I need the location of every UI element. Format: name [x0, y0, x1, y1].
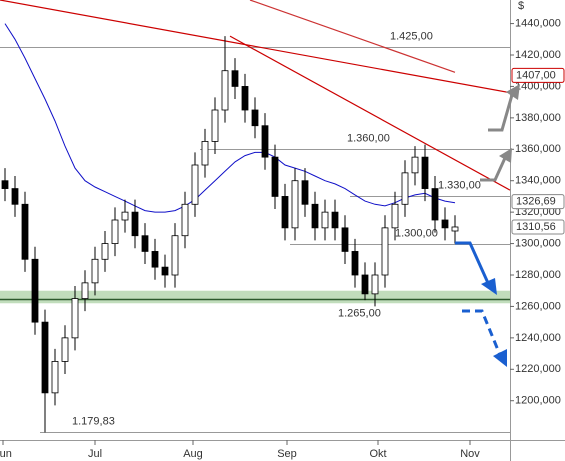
- candle-body: [91, 258, 99, 284]
- candle-body: [151, 251, 159, 268]
- candle-body: [331, 211, 339, 229]
- price-tag: [511, 67, 565, 83]
- level-label: 1.300,00: [395, 227, 438, 239]
- x-tick-label: Aug: [183, 448, 203, 460]
- candle-body: [221, 70, 229, 111]
- candle-body: [271, 156, 279, 197]
- y-tick-label: 1260,000: [515, 300, 561, 312]
- price-tag: [511, 219, 565, 235]
- candle-body: [451, 226, 459, 232]
- candle-body: [121, 211, 129, 221]
- candle-body: [321, 211, 329, 229]
- arrow-up: [480, 157, 507, 182]
- y-tick-label: 1300,000: [515, 237, 561, 249]
- candle-body: [311, 203, 319, 229]
- price-tag-label: 1326,69: [516, 196, 556, 208]
- candle-body: [261, 125, 269, 158]
- arrow-head: [481, 278, 497, 295]
- candle-body: [251, 109, 259, 127]
- arrows: [455, 84, 520, 367]
- arrow-down: [455, 241, 490, 284]
- candle-body: [281, 196, 289, 229]
- level-label: 1.360,00: [347, 132, 390, 144]
- candle-body: [241, 86, 249, 111]
- y-tick-label: 1440,000: [515, 17, 561, 29]
- arrow-head: [493, 349, 507, 367]
- x-tick-label: Nov: [460, 448, 480, 460]
- trendline: [229, 35, 511, 191]
- level-label: 1.330,00: [438, 179, 481, 191]
- candle-body: [101, 243, 109, 260]
- candle-body: [191, 164, 199, 205]
- candle-body: [41, 321, 49, 394]
- candle-body: [231, 70, 239, 87]
- candle-body: [301, 180, 309, 205]
- candle-body: [371, 274, 379, 295]
- trendline: [0, 0, 511, 94]
- candle-body: [141, 235, 149, 252]
- arrow-head: [499, 148, 512, 163]
- trendline: [249, 0, 456, 73]
- candle-body: [111, 219, 119, 244]
- candle-body: [31, 258, 39, 323]
- candle-body: [71, 298, 79, 339]
- level-label: 1.179,83: [72, 415, 115, 427]
- candle-body: [81, 282, 89, 299]
- candle-body: [11, 188, 19, 205]
- candle-body: [211, 109, 219, 142]
- y-tick-label: 1220,000: [515, 363, 561, 375]
- y-tick-label: 1380,000: [515, 112, 561, 124]
- x-tick-label: Jul: [88, 448, 102, 460]
- candle-body: [171, 235, 179, 276]
- arrow-head: [506, 84, 520, 100]
- candle-body: [161, 266, 169, 276]
- candle-body: [431, 188, 439, 221]
- candle-body: [341, 227, 349, 252]
- y-tick-label: 1340,000: [515, 175, 561, 187]
- candle-body: [391, 203, 399, 229]
- candle-body: [61, 337, 69, 362]
- x-tick-label: Sep: [277, 448, 297, 460]
- candle-body: [1, 180, 9, 189]
- level-label: 1.425,00: [390, 30, 433, 42]
- currency: $: [518, 0, 524, 12]
- y-tick-label: 1420,000: [515, 49, 561, 61]
- y-tick-label: 1400,000: [515, 80, 561, 92]
- price-tag-label: 1310,56: [516, 221, 556, 233]
- moving-average: [4, 23, 456, 213]
- y-tick-label: 1360,000: [515, 143, 561, 155]
- candle-body: [291, 180, 299, 229]
- x-tick-label: Jun: [0, 448, 12, 460]
- candle-body: [421, 156, 429, 189]
- candle-body: [361, 274, 369, 295]
- candle-body: [131, 211, 139, 237]
- candle-body: [401, 172, 409, 205]
- candle-body: [201, 141, 209, 166]
- arrow-down-dashed: [462, 309, 502, 356]
- level-label: 1.265,00: [338, 307, 381, 319]
- price-tag-label: 1407,00: [516, 69, 556, 81]
- y-tick-label: 1240,000: [515, 332, 561, 344]
- candle-body: [351, 251, 359, 276]
- x-tick-label: Okt: [369, 448, 386, 460]
- candle-body: [51, 361, 59, 394]
- candle-body: [411, 156, 419, 174]
- candle-body: [441, 219, 449, 229]
- arrow-up: [488, 94, 514, 132]
- candle-body: [21, 203, 29, 260]
- y-tick-label: 1200,000: [515, 395, 561, 407]
- candle-body: [181, 203, 189, 237]
- price-tag: [511, 194, 565, 210]
- candle-body: [381, 227, 389, 276]
- y-tick-label: 1280,000: [515, 269, 561, 281]
